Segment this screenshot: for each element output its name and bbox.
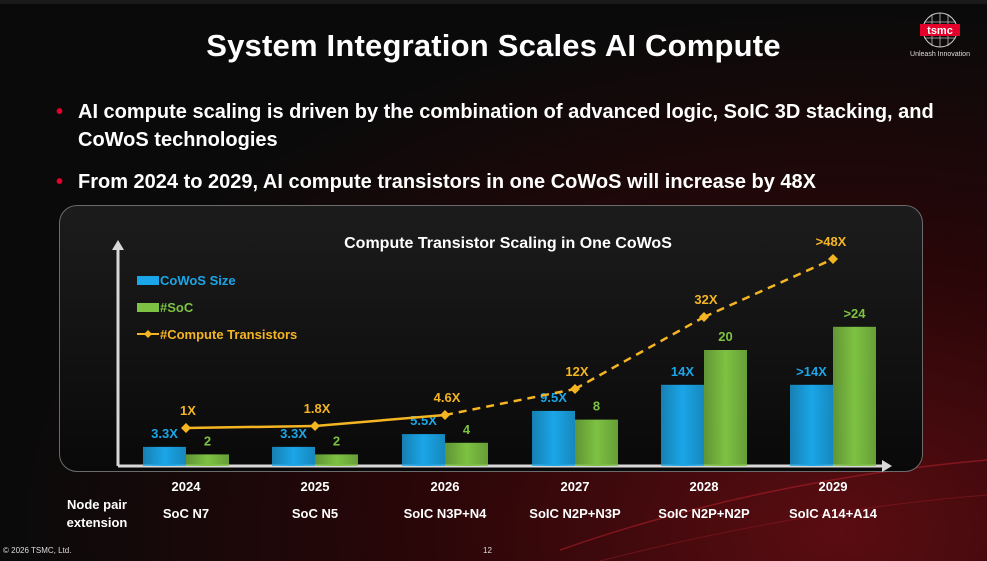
copyright: © 2026 TSMC, Ltd.: [3, 546, 72, 555]
bar-data-label: >24: [843, 306, 866, 321]
node-pair-label: SoIC N2P+N3P: [529, 506, 621, 521]
bullet-list: • AI compute scaling is driven by the co…: [56, 98, 956, 210]
legend-marker-transistors: [144, 330, 152, 338]
transistor-point: [570, 384, 580, 394]
chart-title: Compute Transistor Scaling in One CoWoS: [344, 235, 672, 252]
x-tick-label: 2029: [819, 479, 848, 494]
top-bar: [0, 0, 987, 4]
bar-cowos-size: [143, 446, 186, 466]
y-axis-arrow: [112, 240, 124, 250]
bar-soc-count: [186, 454, 229, 466]
bar-data-label: 3.3X: [280, 426, 307, 441]
bar-cowos-size: [532, 410, 575, 466]
page-number: 12: [483, 546, 492, 555]
bar-data-label: 14X: [671, 364, 694, 379]
transistor-line-segment: [185, 424, 316, 430]
node-pair-label: SoC N7: [162, 506, 210, 521]
legend-label: #Compute Transistors: [160, 327, 297, 342]
x-tick-label: 2026: [431, 479, 460, 494]
chart-line: 1X 1.8X 4.6X 12X 32X >48X: [180, 234, 847, 433]
transistor-data-label: 32X: [694, 292, 717, 307]
x-axis-ticks: 2024 2025 2026 2027 2028 2029: [172, 479, 848, 494]
legend-swatch-soc: [137, 303, 159, 312]
legend-swatch-cowos: [137, 276, 159, 285]
bar-cowos-size: [661, 384, 704, 466]
legend-label: #SoC: [160, 300, 194, 315]
bullet-item: • From 2024 to 2029, AI compute transist…: [56, 168, 956, 196]
transistor-line-segment: [703, 257, 834, 319]
transistor-data-label: >48X: [816, 234, 847, 249]
bar-cowos-size: [790, 384, 833, 466]
bullet-text: From 2024 to 2029, AI compute transistor…: [78, 171, 817, 193]
transistor-data-label: 4.6X: [434, 390, 461, 405]
x-axis-arrow: [882, 460, 892, 472]
logo-tagline: Unleash Innovation: [910, 51, 970, 58]
transistor-data-label: 1X: [180, 403, 196, 418]
bullet-item: • AI compute scaling is driven by the co…: [56, 98, 956, 154]
transistor-point: [181, 423, 191, 433]
chart-axes: [112, 240, 892, 472]
transistor-point: [699, 312, 709, 322]
bar-cowos-size: [272, 446, 315, 466]
bar-soc-count: [704, 350, 747, 466]
legend-label: CoWoS Size: [160, 273, 236, 288]
x-tick-label: 2028: [690, 479, 719, 494]
bar-soc-count: [445, 442, 488, 466]
transistor-data-label: 1.8X: [304, 401, 331, 416]
bar-data-label: 8: [593, 399, 600, 414]
transistor-point: [440, 410, 450, 420]
transistor-data-label: 12X: [565, 364, 588, 379]
bar-data-label: 20: [718, 329, 732, 344]
bar-data-label: 2: [204, 433, 211, 448]
transistor-point: [310, 421, 320, 431]
bar-data-label: 9.5X: [540, 390, 567, 405]
tsmc-logo-icon: tsmc: [920, 12, 960, 48]
node-pair-row-label: Node pair extension: [66, 497, 128, 530]
bar-soc-count: [833, 326, 876, 466]
tsmc-logo: tsmc Unleash Innovation: [910, 11, 970, 58]
transistor-point: [828, 254, 838, 264]
bar-data-label: 3.3X: [151, 426, 178, 441]
bullet-marker: •: [56, 171, 64, 193]
bar-soc-count: [575, 419, 618, 466]
node-pair-label: SoIC N2P+N2P: [658, 506, 750, 521]
transistor-line-segment: [314, 413, 446, 428]
bar-data-label: 2: [333, 433, 340, 448]
chart-legend: CoWoS Size #SoC #Compute Transistors: [137, 273, 297, 342]
node-pair-label: SoIC N3P+N4: [403, 506, 487, 521]
node-pair-label: SoC N5: [291, 506, 339, 521]
x-tick-label: 2025: [301, 479, 330, 494]
decorative-swoosh: [560, 459, 987, 561]
bullet-marker: •: [56, 101, 64, 123]
x-tick-label: 2027: [561, 479, 590, 494]
slide-title: System Integration Scales AI Compute: [206, 28, 781, 63]
bar-cowos-size: [402, 434, 445, 466]
bar-data-label: 4: [463, 422, 471, 437]
x-tick-label: 2024: [172, 479, 202, 494]
transistor-line-segment: [574, 315, 705, 391]
node-pair-label: SoIC A14+A14: [788, 506, 878, 521]
bar-soc-count: [315, 454, 358, 466]
logo-wordmark: tsmc: [927, 25, 953, 37]
bullet-text: AI compute scaling is driven by the comb…: [78, 101, 934, 151]
bar-data-label: >14X: [796, 364, 827, 379]
